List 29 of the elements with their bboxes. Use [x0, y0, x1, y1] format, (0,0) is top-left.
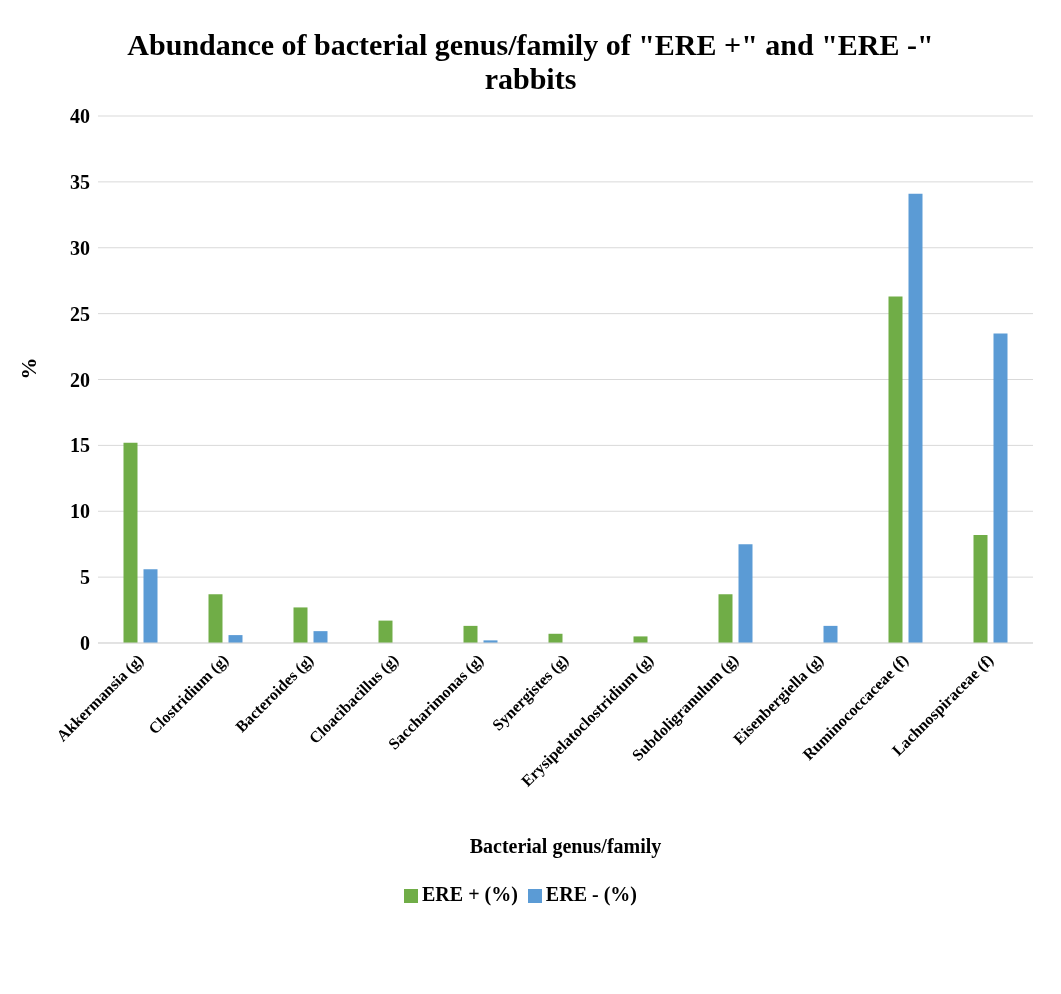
legend-label: ERE - (%) [545, 883, 637, 905]
bar [293, 607, 308, 643]
y-tick-label: 40 [70, 105, 90, 128]
bar [378, 620, 393, 643]
y-tick-label: 35 [70, 170, 90, 193]
y-tick-label: 25 [70, 302, 90, 325]
bar [633, 636, 648, 643]
bar [738, 544, 753, 643]
y-tick-label: 30 [70, 236, 90, 259]
bar [823, 625, 838, 643]
bar [143, 569, 158, 643]
y-axis-title: % [15, 357, 41, 380]
y-tick-label: 10 [70, 500, 90, 523]
bar [718, 594, 733, 643]
bar [993, 333, 1008, 643]
bar [908, 193, 923, 643]
y-tick-label: 0 [80, 632, 90, 655]
bar [973, 534, 988, 643]
chart-title: Abundance of bacterial genus/family of "ERE +" and "ERE -" rabbits [126, 28, 935, 96]
y-tick-label: 5 [80, 566, 90, 589]
bar [313, 631, 328, 643]
bar [123, 442, 138, 643]
bar [463, 625, 478, 643]
bar [208, 594, 223, 643]
legend-label: ERE + (%) [422, 883, 518, 905]
y-tick-label: 15 [70, 434, 90, 457]
x-axis-title: Bacterial genus/family [469, 835, 662, 858]
y-tick-label: 20 [70, 368, 90, 391]
bar [888, 296, 903, 643]
